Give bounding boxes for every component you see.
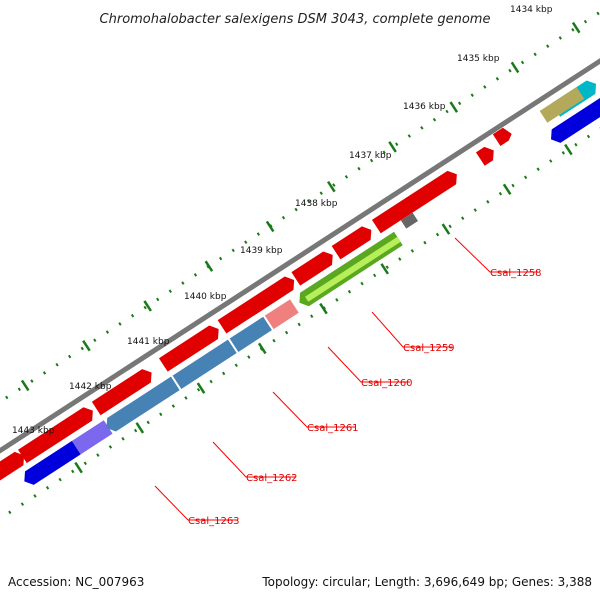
genome-strip <box>0 4 600 547</box>
gene-cds-forward[interactable] <box>371 168 461 234</box>
tick-label: 1437 kbp <box>349 151 392 161</box>
gene-label-csal-1258[interactable]: Csal_1258 <box>490 268 542 279</box>
tick-label: 1438 kbp <box>295 199 338 209</box>
gene-cds-forward[interactable] <box>0 449 28 497</box>
gene-cds-forward[interactable] <box>331 223 376 260</box>
gene-cds-forward[interactable] <box>475 144 498 166</box>
gene-cds-forward[interactable] <box>217 273 299 334</box>
major-tick-mark <box>135 422 145 434</box>
major-tick-mark <box>510 61 520 74</box>
major-tick-mark <box>388 141 397 153</box>
major-tick-mark <box>196 382 206 394</box>
footer-bar <box>0 571 600 600</box>
gene-cds-reverse[interactable] <box>71 420 113 455</box>
gene-label-csal-1259[interactable]: Csal_1259 <box>403 343 455 354</box>
gene-cds-reverse-highlight <box>305 236 401 302</box>
tick-label: 1439 kbp <box>240 246 283 256</box>
gene-labels: Csal_1258 Csal_1259 Csal_1260 Csal_1261 … <box>188 268 542 527</box>
major-tick-mark <box>449 101 459 113</box>
major-tick-mark <box>143 300 152 312</box>
tick-label: 1440 kbp <box>184 292 227 302</box>
gene-cds-reverse[interactable] <box>102 376 180 435</box>
major-tick-mark <box>20 379 30 392</box>
gene-label-csal-1263[interactable]: Csal_1263 <box>188 516 240 527</box>
major-tick-mark <box>204 260 214 272</box>
gene-cds-forward[interactable] <box>291 248 337 286</box>
gene-cds-forward[interactable] <box>91 366 156 416</box>
tick-label: 1442 kbp <box>69 382 112 392</box>
genome-summary-text: Topology: circular; Length: 3,696,649 bp… <box>261 575 592 589</box>
gene-label-leaders <box>154 237 538 521</box>
major-tick-mark <box>265 220 275 233</box>
gene-cds-reverse[interactable] <box>539 86 585 123</box>
gene-label-csal-1262[interactable]: Csal_1262 <box>246 473 298 484</box>
gene-cds-forward[interactable] <box>18 404 97 464</box>
gene-cds-forward[interactable] <box>492 126 514 146</box>
tick-label: 1443 kbp <box>12 426 55 436</box>
genome-backbone <box>0 38 600 500</box>
major-tick-mark <box>502 183 512 196</box>
tick-labels: 1434 kbp 1435 kbp 1436 kbp 1437 kbp 1438… <box>12 5 553 436</box>
major-tick-mark <box>327 180 336 193</box>
tick-label: 1434 kbp <box>510 5 553 15</box>
tick-label: 1435 kbp <box>457 54 500 64</box>
major-tick-mark <box>564 143 573 156</box>
gene-cds-forward[interactable] <box>158 322 223 372</box>
tick-label: 1441 kbp <box>127 337 170 347</box>
gene-cds-reverse[interactable] <box>229 316 272 352</box>
forward-strand <box>0 80 597 497</box>
major-tick-mark <box>441 223 451 235</box>
tick-label: 1436 kbp <box>403 102 446 112</box>
inner-tick-ring <box>0 86 600 547</box>
accession-text: Accession: NC_007963 <box>8 575 144 589</box>
gene-cds-reverse[interactable] <box>264 299 299 330</box>
major-tick-mark <box>82 339 91 352</box>
major-tick-mark <box>74 461 83 474</box>
major-tick-mark <box>571 21 581 34</box>
major-tick-mark <box>380 263 390 275</box>
gene-label-csal-1261[interactable]: Csal_1261 <box>307 423 359 434</box>
gene-label-csal-1260[interactable]: Csal_1260 <box>361 378 413 389</box>
map-title: Chromohalobacter salexigens DSM 3043, co… <box>100 12 491 27</box>
gene-cds-reverse[interactable] <box>172 339 237 389</box>
gene-cds-reverse[interactable] <box>400 212 419 229</box>
gene-cds-reverse[interactable] <box>20 440 81 488</box>
outer-tick-ring <box>0 4 600 465</box>
